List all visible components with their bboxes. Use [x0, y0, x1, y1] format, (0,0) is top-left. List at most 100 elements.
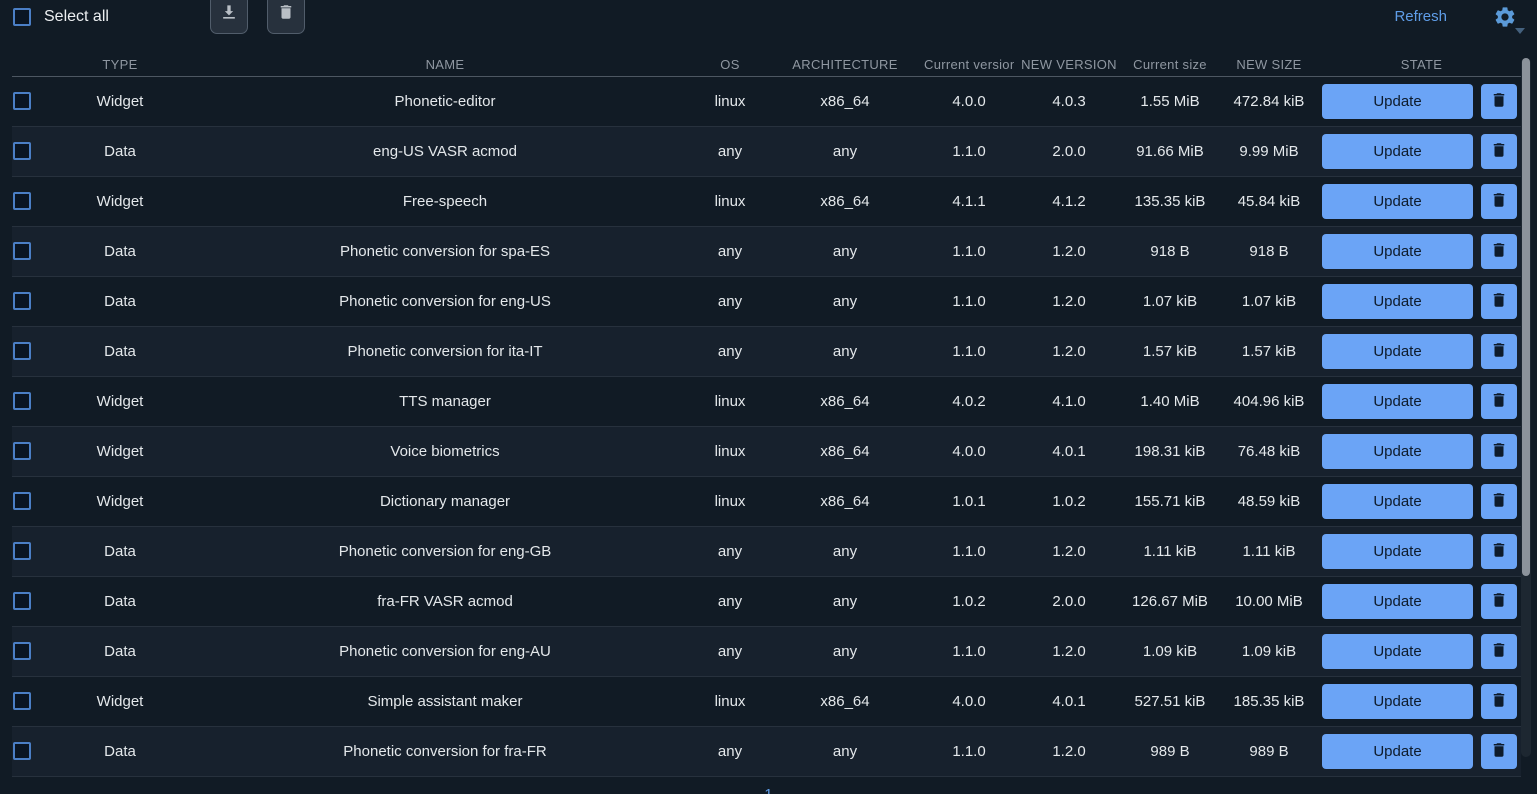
cell-architecture: any — [832, 143, 858, 160]
cell-name: TTS manager — [399, 393, 491, 410]
header-new-version: NEW VERSION — [1021, 57, 1117, 72]
cell-architecture: any — [832, 593, 858, 610]
table-row: Widget Simple assistant maker linux x86_… — [12, 677, 1521, 727]
cell-name: Phonetic-editor — [394, 93, 496, 110]
cell-new-size: 9.99 MiB — [1239, 143, 1299, 160]
pagination: 1 — [0, 786, 1537, 794]
settings-menu-button[interactable] — [1493, 5, 1525, 34]
update-button[interactable]: Update — [1322, 634, 1473, 669]
row-delete-button[interactable] — [1481, 634, 1517, 669]
cell-current-size: 126.67 MiB — [1132, 593, 1208, 610]
row-delete-button[interactable] — [1481, 234, 1517, 269]
table-row: Widget Phonetic-editor linux x86_64 4.0.… — [12, 77, 1521, 127]
row-delete-button[interactable] — [1481, 84, 1517, 119]
row-delete-button[interactable] — [1481, 734, 1517, 769]
toolbar: Select all Refresh — [0, 0, 1537, 52]
row-checkbox[interactable] — [13, 191, 31, 210]
row-delete-button[interactable] — [1481, 434, 1517, 469]
row-delete-button[interactable] — [1481, 584, 1517, 619]
header-current-size: Current size — [1133, 57, 1207, 72]
refresh-button[interactable]: Refresh — [1394, 8, 1447, 25]
row-checkbox[interactable] — [13, 591, 31, 610]
cell-current-version: 1.1.0 — [952, 343, 986, 360]
cell-new-version: 4.1.2 — [1052, 193, 1086, 210]
cell-type: Data — [104, 293, 136, 310]
cell-current-version: 4.0.0 — [952, 93, 986, 110]
cell-architecture: any — [832, 293, 858, 310]
row-delete-button[interactable] — [1481, 284, 1517, 319]
row-checkbox[interactable] — [13, 541, 31, 560]
table-header-row: TYPE NAME OS ARCHITECTURE Current versio… — [12, 52, 1521, 77]
cell-current-version: 4.1.1 — [952, 193, 986, 210]
update-button[interactable]: Update — [1322, 234, 1473, 269]
trash-icon — [1490, 140, 1508, 163]
update-button[interactable]: Update — [1322, 134, 1473, 169]
page-number-current[interactable]: 1 — [764, 786, 772, 794]
table-row: Data Phonetic conversion for eng-US any … — [12, 277, 1521, 327]
update-button[interactable]: Update — [1322, 284, 1473, 319]
row-checkbox[interactable] — [13, 291, 31, 310]
row-checkbox[interactable] — [13, 441, 31, 460]
row-delete-button[interactable] — [1481, 184, 1517, 219]
table-row: Widget Dictionary manager linux x86_64 1… — [12, 477, 1521, 527]
update-button[interactable]: Update — [1322, 734, 1473, 769]
cell-new-version: 1.0.2 — [1052, 493, 1086, 510]
cell-new-version: 1.2.0 — [1052, 543, 1086, 560]
cell-os: linux — [714, 393, 746, 410]
cell-current-size: 91.66 MiB — [1136, 143, 1204, 160]
cell-os: any — [717, 593, 743, 610]
cell-architecture: any — [832, 243, 858, 260]
row-checkbox[interactable] — [13, 491, 31, 510]
cell-os: linux — [714, 93, 746, 110]
cell-name: Phonetic conversion for eng-AU — [339, 643, 551, 660]
cell-new-size: 45.84 kiB — [1237, 193, 1301, 210]
download-selected-button[interactable] — [210, 0, 248, 34]
table-row: Data eng-US VASR acmod any any 1.1.0 2.0… — [12, 127, 1521, 177]
update-button[interactable]: Update — [1322, 84, 1473, 119]
header-new-size: NEW SIZE — [1236, 57, 1302, 72]
update-button[interactable]: Update — [1322, 334, 1473, 369]
row-delete-button[interactable] — [1481, 684, 1517, 719]
update-button[interactable]: Update — [1322, 184, 1473, 219]
cell-new-size: 1.09 kiB — [1241, 643, 1297, 660]
update-button[interactable]: Update — [1322, 384, 1473, 419]
cell-current-size: 527.51 kiB — [1134, 693, 1206, 710]
row-checkbox[interactable] — [13, 341, 31, 360]
header-state: STATE — [1400, 57, 1443, 72]
header-current-version: Current version — [924, 57, 1014, 72]
cell-type: Widget — [96, 193, 144, 210]
row-delete-button[interactable] — [1481, 484, 1517, 519]
row-delete-button[interactable] — [1481, 534, 1517, 569]
row-checkbox[interactable] — [13, 641, 31, 660]
trash-icon — [277, 2, 295, 25]
row-checkbox[interactable] — [13, 241, 31, 260]
row-delete-button[interactable] — [1481, 334, 1517, 369]
scrollbar-track — [1521, 58, 1531, 757]
row-checkbox[interactable] — [13, 91, 31, 110]
row-delete-button[interactable] — [1481, 384, 1517, 419]
scrollbar-thumb[interactable] — [1522, 58, 1530, 576]
trash-icon — [1490, 90, 1508, 113]
delete-selected-button[interactable] — [267, 0, 305, 34]
trash-icon — [1490, 540, 1508, 563]
trash-icon — [1490, 290, 1508, 313]
cell-current-version: 1.1.0 — [952, 293, 986, 310]
row-checkbox[interactable] — [13, 691, 31, 710]
cell-architecture: any — [832, 643, 858, 660]
cell-current-version: 1.1.0 — [952, 543, 986, 560]
cell-new-size: 472.84 kiB — [1233, 93, 1305, 110]
row-checkbox[interactable] — [13, 741, 31, 760]
row-checkbox[interactable] — [13, 391, 31, 410]
update-button[interactable]: Update — [1322, 484, 1473, 519]
select-all-checkbox[interactable] — [13, 8, 31, 26]
row-checkbox[interactable] — [13, 141, 31, 160]
update-button[interactable]: Update — [1322, 584, 1473, 619]
table-row: Data Phonetic conversion for ita-IT any … — [12, 327, 1521, 377]
table-row: Data Phonetic conversion for eng-GB any … — [12, 527, 1521, 577]
table-row: Data Phonetic conversion for fra-FR any … — [12, 727, 1521, 777]
cell-name: fra-FR VASR acmod — [377, 593, 513, 610]
row-delete-button[interactable] — [1481, 134, 1517, 169]
update-button[interactable]: Update — [1322, 434, 1473, 469]
update-button[interactable]: Update — [1322, 684, 1473, 719]
update-button[interactable]: Update — [1322, 534, 1473, 569]
